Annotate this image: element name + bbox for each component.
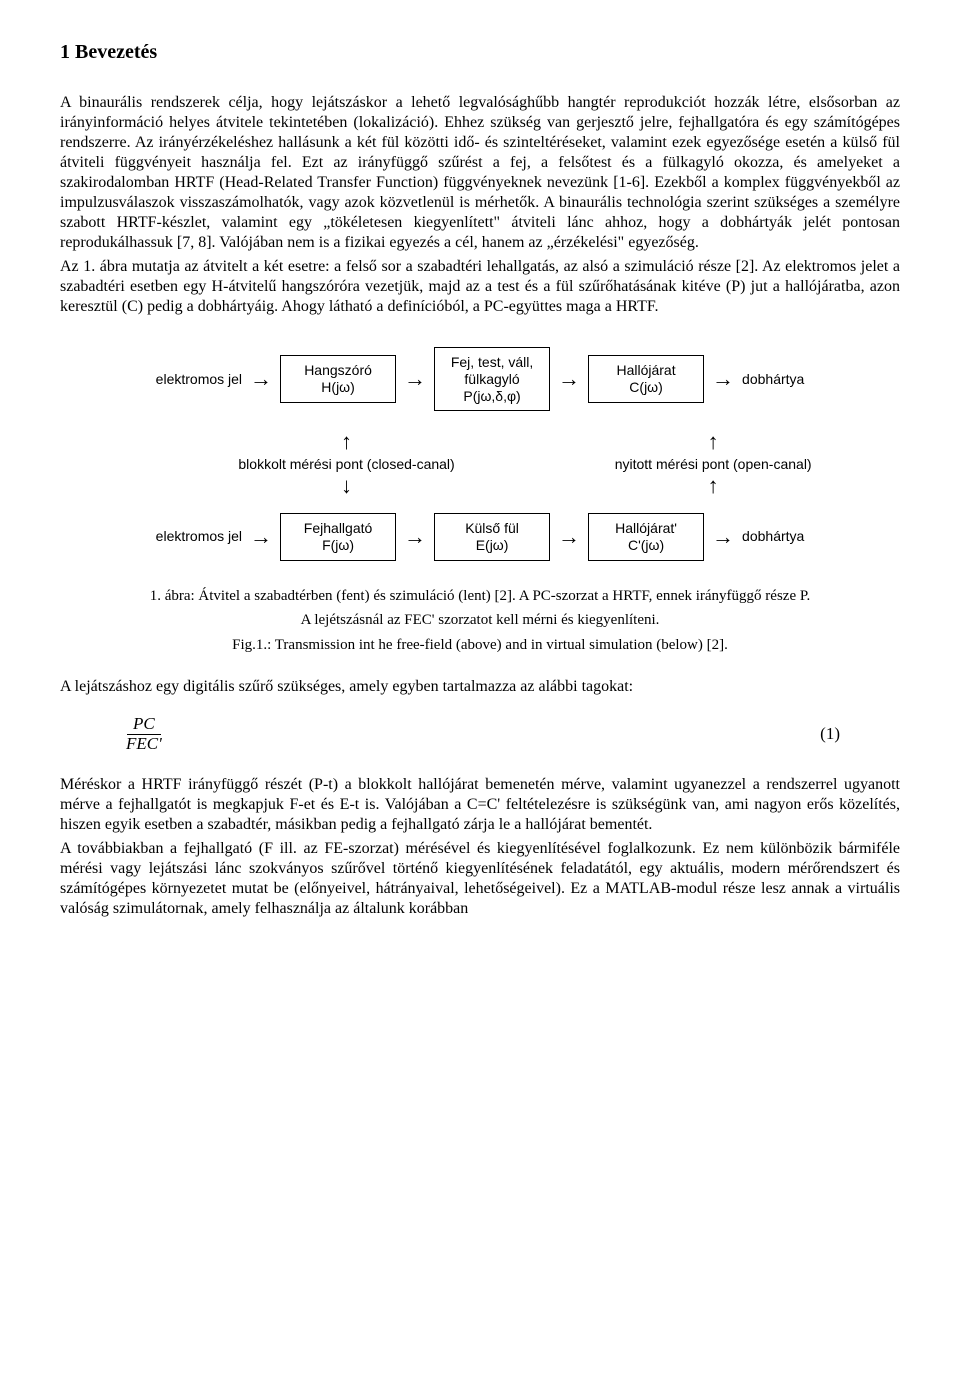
figure-row-top: elektromos jel → Hangszóró H(jω) → Fej, …	[70, 347, 890, 411]
fig-label: elektromos jel	[156, 371, 242, 388]
arrow-up-icon: ↑	[708, 473, 719, 499]
figure-caption: Fig.1.: Transmission int he free-field (…	[60, 636, 900, 655]
arrow-right-icon: →	[710, 365, 736, 393]
fig-label: dobhártya	[742, 528, 804, 545]
figure-row-bottom: elektromos jel → Fejhallgató F(jω) → Kül…	[70, 513, 890, 561]
fig-label: dobhártya	[742, 371, 804, 388]
arrow-up-icon: ↑	[341, 429, 352, 455]
equation-denominator: FEC'	[120, 735, 168, 754]
fig-label: blokkolt mérési pont (closed-canal)	[238, 456, 454, 473]
figure-caption: A lejétszásnál az FEC' szorzatot kell mé…	[60, 611, 900, 630]
arrow-up-icon: ↑	[708, 429, 719, 455]
fig-label: elektromos jel	[156, 528, 242, 545]
fig-box: Külső fül E(jω)	[434, 513, 550, 561]
fig-box: Hangszóró H(jω)	[280, 355, 396, 403]
paragraph: A lejátszáshoz egy digitális szűrő szüks…	[60, 677, 900, 697]
arrow-right-icon: →	[402, 523, 428, 551]
paragraph: A továbbiakban a fejhallgató (F ill. az …	[60, 839, 900, 919]
paragraph: Méréskor a HRTF irányfüggő részét (P-t) …	[60, 775, 900, 835]
figure-caption: 1. ábra: Átvitel a szabadtérben (fent) é…	[60, 587, 900, 606]
arrow-right-icon: →	[402, 365, 428, 393]
arrow-right-icon: →	[710, 523, 736, 551]
fig-box: Fej, test, váll, fülkagyló P(jω,δ,φ)	[434, 347, 550, 411]
paragraph: A binaurális rendszerek célja, hogy lejá…	[60, 93, 900, 253]
equation-1: PC FEC' (1)	[120, 715, 900, 753]
fig-box: Hallójárat C(jω)	[588, 355, 704, 403]
figure-row-middle: ↑ blokkolt mérési pont (closed-canal) ↓ …	[70, 429, 890, 499]
equation-number: (1)	[820, 723, 840, 744]
paragraph: Az 1. ábra mutatja az átvitelt a két ese…	[60, 257, 900, 317]
figure-1: elektromos jel → Hangszóró H(jω) → Fej, …	[70, 347, 890, 561]
fig-box: Hallójárat' C'(jω)	[588, 513, 704, 561]
arrow-right-icon: →	[248, 365, 274, 393]
section-heading: 1 Bevezetés	[60, 40, 900, 65]
fig-label: nyitott mérési pont (open-canal)	[615, 456, 812, 473]
arrow-right-icon: →	[556, 365, 582, 393]
equation-numerator: PC	[127, 715, 161, 735]
arrow-right-icon: →	[556, 523, 582, 551]
fig-box: Fejhallgató F(jω)	[280, 513, 396, 561]
arrow-right-icon: →	[248, 523, 274, 551]
arrow-down-icon: ↓	[341, 473, 352, 499]
